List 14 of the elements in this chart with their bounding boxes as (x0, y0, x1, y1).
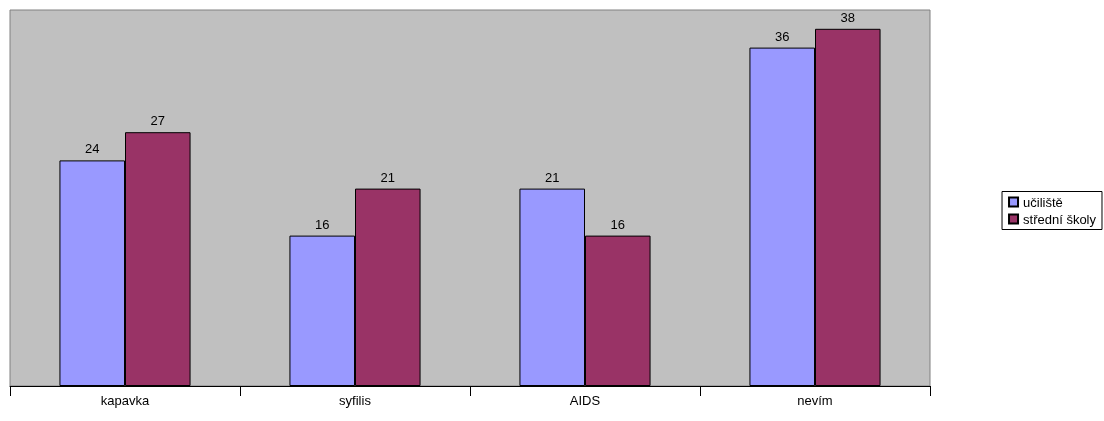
data-label: 16 (314, 216, 330, 232)
data-label: 21 (380, 169, 396, 185)
x-tick-label: syfilis (339, 393, 372, 408)
legend-label: střední školy (1023, 211, 1097, 227)
data-label: 38 (840, 9, 856, 25)
data-label: 27 (150, 113, 166, 129)
x-tick-label: kapavka (100, 393, 150, 408)
data-label: 21 (544, 169, 560, 185)
data-label: 36 (774, 28, 790, 44)
x-tick-label: nevím (797, 393, 833, 408)
legend-label: učiliště (1023, 194, 1063, 210)
data-label: 24 (84, 141, 100, 157)
data-label: 16 (610, 216, 626, 232)
x-tick-label: AIDS (569, 393, 601, 408)
